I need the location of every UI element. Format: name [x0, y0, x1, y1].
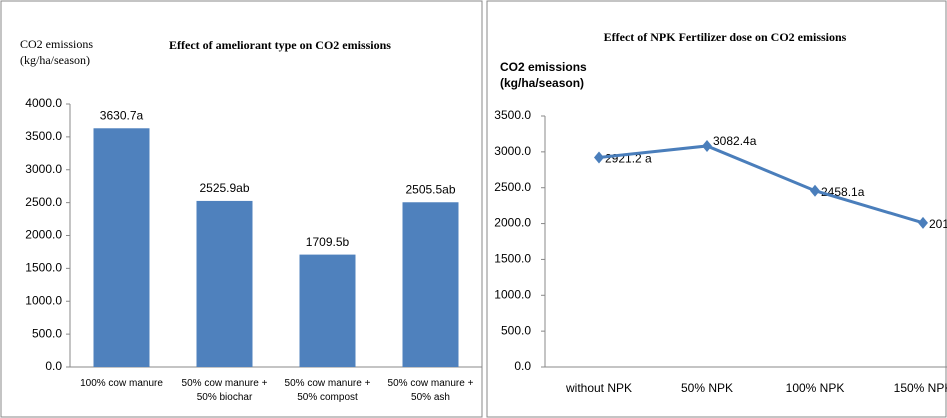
- y-tick-label: 0.0: [45, 359, 62, 373]
- data-label: 2525.9ab: [199, 181, 249, 195]
- y-tick-label: 2500.0: [494, 180, 531, 194]
- y-axis-label: (kg/ha/season): [20, 53, 90, 67]
- x-tick-label: 100% cow manure: [80, 378, 163, 389]
- y-tick-label: 0.0: [514, 359, 531, 373]
- y-tick-label: 2000.0: [494, 216, 531, 230]
- y-tick-label: 2500.0: [25, 195, 62, 209]
- y-axis-label: CO2 emissions: [20, 37, 93, 51]
- y-tick-label: 1500.0: [494, 252, 531, 266]
- y-tick-label: 500.0: [501, 323, 531, 337]
- panel-border: [0, 0, 483, 418]
- data-label: 2505.5ab: [405, 182, 455, 196]
- y-tick-label: 3500.0: [494, 108, 531, 122]
- line: [598, 144, 924, 225]
- data-label: 3630.7a: [100, 108, 144, 122]
- y-tick-label: 1000.0: [25, 293, 62, 307]
- y-tick-label: 3000.0: [494, 144, 531, 158]
- y-tick-label: 4000.0: [25, 96, 62, 110]
- data-label: 2458.1a: [821, 185, 865, 199]
- y-tick-label: 1500.0: [25, 261, 62, 275]
- x-tick-label: 100% NPK: [785, 381, 845, 395]
- chart-title: Effect of ameliorant type on CO2 emissio…: [169, 38, 391, 52]
- x-tick-label: 50% NPK: [680, 381, 734, 395]
- y-tick-label: 2000.0: [25, 228, 62, 242]
- y-tick-label: 500.0: [32, 326, 62, 340]
- marker: [810, 184, 820, 197]
- x-tick-label: 50% cow manure + 50% biochar: [181, 378, 268, 403]
- marker: [918, 216, 928, 229]
- data-label: 1709.5b: [306, 235, 350, 249]
- x-tick-label: 50% cow manure + 50% ash: [387, 378, 474, 403]
- y-axis-label: (kg/ha/season): [500, 76, 584, 90]
- bar: [402, 202, 459, 367]
- data-label: 2010.5: [929, 217, 947, 231]
- y-tick-label: 1000.0: [494, 287, 531, 301]
- y-tick-label: 3500.0: [25, 129, 62, 143]
- marker: [594, 151, 604, 164]
- data-label: 3082.4a: [713, 134, 757, 148]
- bar: [299, 254, 356, 367]
- y-tick-label: 3000.0: [25, 162, 62, 176]
- chart-title: Effect of NPK Fertilizer dose on CO2 emi…: [604, 30, 847, 44]
- bar: [93, 128, 150, 367]
- y-axis-label: CO2 emissions: [500, 60, 587, 74]
- x-tick-label: without NPK: [565, 381, 633, 395]
- marker: [702, 139, 712, 152]
- panel-border: [486, 0, 947, 418]
- x-tick-label: 150% NPK: [893, 381, 947, 395]
- x-tick-label: 50% cow manure + 50% compost: [284, 378, 371, 403]
- bar: [196, 200, 253, 367]
